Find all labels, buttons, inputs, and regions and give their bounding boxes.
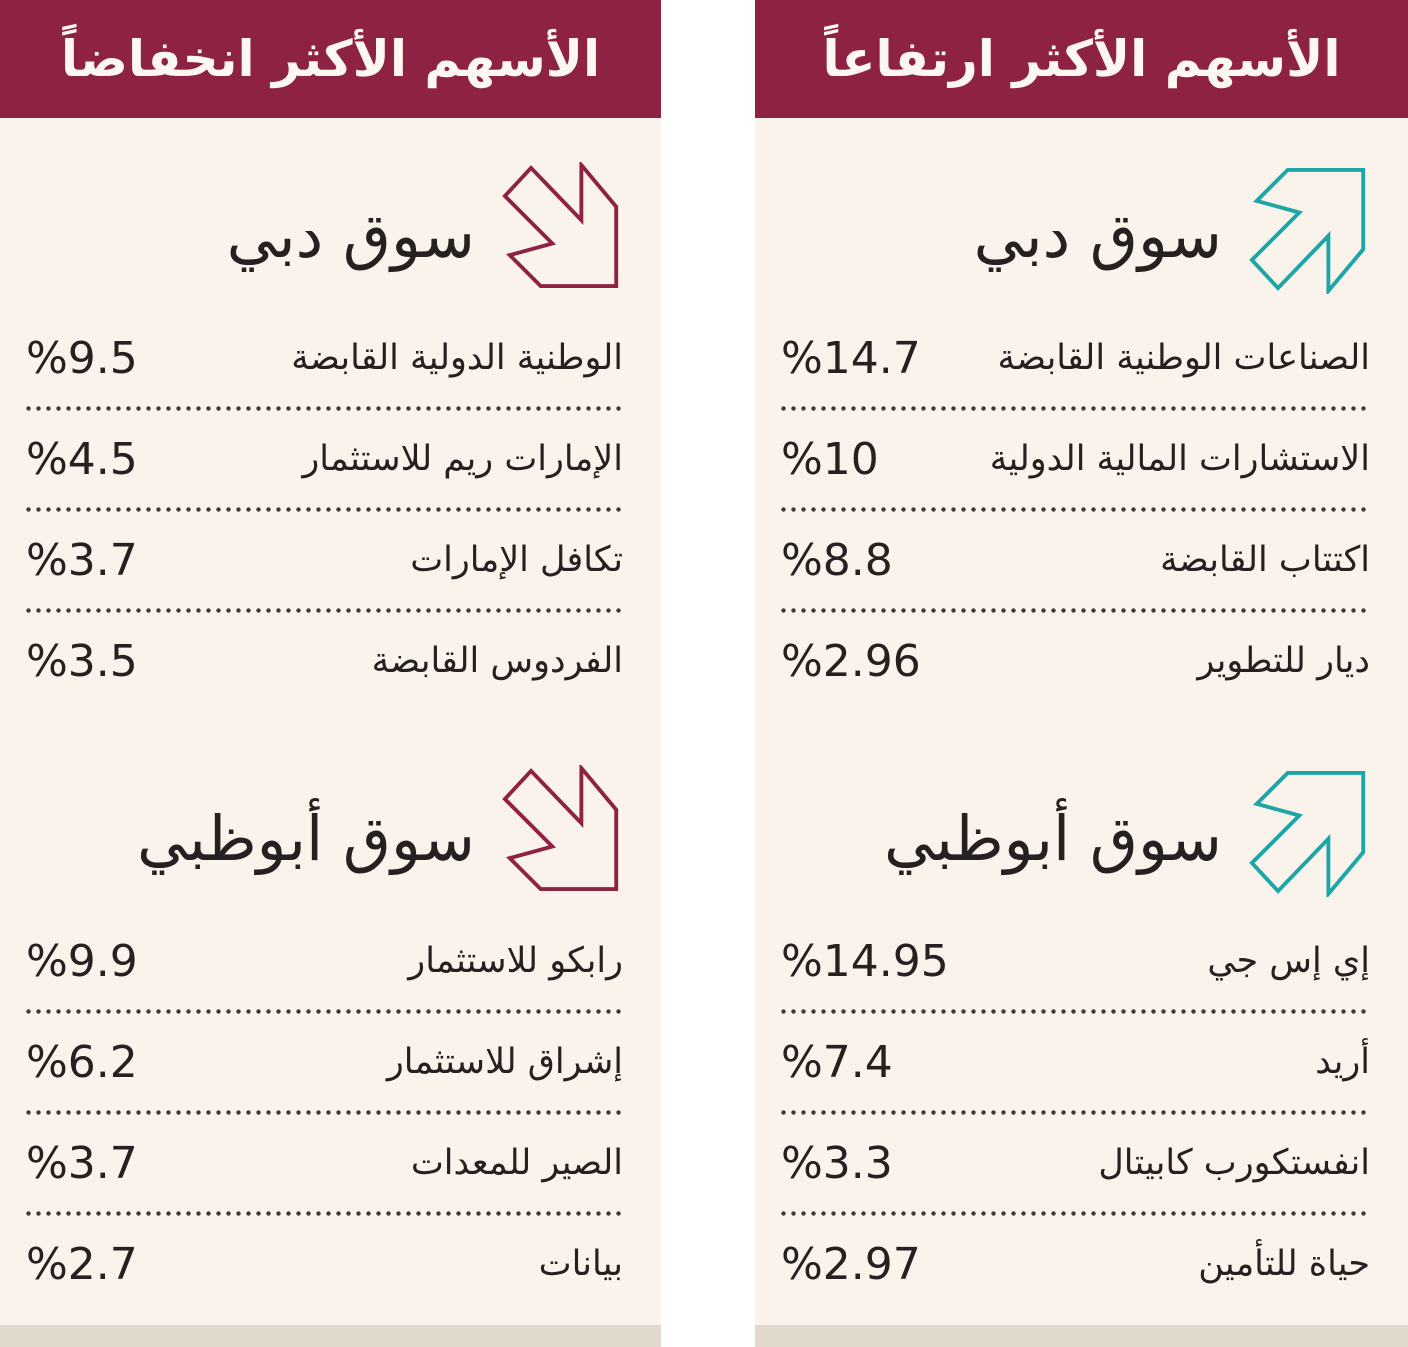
dotted-divider — [26, 1009, 623, 1014]
dotted-divider — [26, 406, 623, 411]
stock-change-value: %9.9 — [26, 935, 138, 987]
stock-name: اكتتاب القابضة — [1160, 540, 1370, 580]
dotted-divider — [26, 1110, 623, 1115]
stock-name: الاستشارات المالية الدولية — [989, 439, 1370, 479]
stock-name: ديار للتطوير — [1197, 641, 1370, 681]
stock-name: الصناعات الوطنية القابضة — [997, 338, 1370, 378]
stock-change-value: %2.7 — [26, 1238, 138, 1290]
stock-row: اكتتاب القابضة %8.8 — [781, 512, 1370, 608]
stock-name: إشراق للاستثمار — [386, 1042, 623, 1082]
stock-row: إشراق للاستثمار %6.2 — [26, 1014, 623, 1110]
stock-row: تكافل الإمارات %3.7 — [26, 512, 623, 608]
dotted-divider — [781, 608, 1370, 613]
stock-name: الوطنية الدولية القابضة — [291, 338, 623, 378]
dotted-divider — [26, 608, 623, 613]
down-trend-arrow-icon — [502, 162, 619, 289]
stock-row: الصناعات الوطنية القابضة %14.7 — [781, 310, 1370, 406]
stock-name: إي إس جي — [1207, 941, 1370, 981]
stock-row: بيانات %2.7 — [26, 1216, 623, 1312]
gainers-panel: سوق دبي الصناعات الوطنية القابضة %14.7 ا… — [755, 118, 1408, 1325]
gainers-header-bar: الأسهم الأكثر ارتفاعاً — [755, 0, 1408, 118]
stock-name: الصير للمعدات — [410, 1143, 623, 1183]
dotted-divider — [781, 406, 1370, 411]
gainers-abudhabi-rows: إي إس جي %14.95 أريد %7.4 انفستكورب كابي… — [781, 913, 1370, 1312]
gainers-header-title: الأسهم الأكثر ارتفاعاً — [822, 30, 1341, 88]
losers-abudhabi-section-header: سوق أبوظبي — [26, 765, 623, 897]
stock-change-value: %14.7 — [781, 332, 921, 384]
dotted-divider — [781, 1211, 1370, 1216]
dotted-divider — [781, 1110, 1370, 1115]
losers-dubai-section-header: سوق دبي — [26, 162, 623, 294]
stock-change-value: %3.3 — [781, 1137, 893, 1189]
losers-panel: سوق دبي الوطنية الدولية القابضة %9.5 الإ… — [0, 118, 661, 1325]
losers-column: الأسهم الأكثر انخفاضاً سوق دبي الوطنية ا… — [0, 0, 661, 1347]
stock-row: الاستشارات المالية الدولية %10 — [781, 411, 1370, 507]
stock-change-value: %2.96 — [781, 635, 921, 687]
stock-name: حياة للتأمين — [1198, 1244, 1370, 1284]
stock-row: انفستكورب كابيتال %3.3 — [781, 1115, 1370, 1211]
stock-name: انفستكورب كابيتال — [1098, 1143, 1370, 1183]
stock-row: حياة للتأمين %2.97 — [781, 1216, 1370, 1312]
gainers-dubai-rows: الصناعات الوطنية القابضة %14.7 الاستشارا… — [781, 310, 1370, 709]
gainers-dubai-section-header: سوق دبي — [781, 162, 1370, 294]
gainers-abudhabi-section-header: سوق أبوظبي — [781, 765, 1370, 897]
market-title-dubai: سوق دبي — [226, 198, 475, 272]
losers-abudhabi-rows: رابكو للاستثمار %9.9 إشراق للاستثمار %6.… — [26, 913, 623, 1312]
stock-row: ديار للتطوير %2.96 — [781, 613, 1370, 709]
market-title-abudhabi: سوق أبوظبي — [883, 801, 1222, 875]
stock-change-value: %10 — [781, 433, 879, 485]
stock-row: الوطنية الدولية القابضة %9.5 — [26, 310, 623, 406]
losers-dubai-rows: الوطنية الدولية القابضة %9.5 الإمارات ري… — [26, 310, 623, 709]
stock-name: الإمارات ريم للاستثمار — [302, 439, 623, 479]
dotted-divider — [26, 1211, 623, 1216]
dotted-divider — [781, 507, 1370, 512]
dotted-divider — [781, 1009, 1370, 1014]
stock-name: الفردوس القابضة — [371, 641, 623, 681]
stock-row: الإمارات ريم للاستثمار %4.5 — [26, 411, 623, 507]
stock-change-value: %3.5 — [26, 635, 138, 687]
footer-strip — [755, 1325, 1408, 1347]
up-trend-arrow-icon — [1249, 167, 1366, 294]
up-trend-arrow-icon — [1249, 770, 1366, 897]
stock-change-value: %3.7 — [26, 534, 138, 586]
stock-change-value: %4.5 — [26, 433, 138, 485]
stock-change-value: %9.5 — [26, 332, 138, 384]
stock-name: بيانات — [538, 1244, 623, 1284]
stock-name: تكافل الإمارات — [410, 540, 623, 580]
losers-header-title: الأسهم الأكثر انخفاضاً — [60, 30, 601, 88]
stock-change-value: %3.7 — [26, 1137, 138, 1189]
market-title-dubai: سوق دبي — [973, 198, 1222, 272]
stock-row: أريد %7.4 — [781, 1014, 1370, 1110]
stock-row: رابكو للاستثمار %9.9 — [26, 913, 623, 1009]
footer-strip — [0, 1325, 661, 1347]
stock-row: إي إس جي %14.95 — [781, 913, 1370, 1009]
stock-row: الصير للمعدات %3.7 — [26, 1115, 623, 1211]
stock-change-value: %7.4 — [781, 1036, 893, 1088]
column-gap — [661, 0, 755, 1347]
gainers-column: الأسهم الأكثر ارتفاعاً سوق دبي الصناعات … — [755, 0, 1408, 1347]
stock-row: الفردوس القابضة %3.5 — [26, 613, 623, 709]
stock-name: أريد — [1315, 1042, 1370, 1082]
stock-change-value: %2.97 — [781, 1238, 921, 1290]
losers-header-bar: الأسهم الأكثر انخفاضاً — [0, 0, 661, 118]
stock-change-value: %8.8 — [781, 534, 893, 586]
market-title-abudhabi: سوق أبوظبي — [136, 801, 475, 875]
stock-change-value: %6.2 — [26, 1036, 138, 1088]
stock-name: رابكو للاستثمار — [408, 941, 623, 981]
down-trend-arrow-icon — [502, 765, 619, 892]
dotted-divider — [26, 507, 623, 512]
stock-change-value: %14.95 — [781, 935, 949, 987]
